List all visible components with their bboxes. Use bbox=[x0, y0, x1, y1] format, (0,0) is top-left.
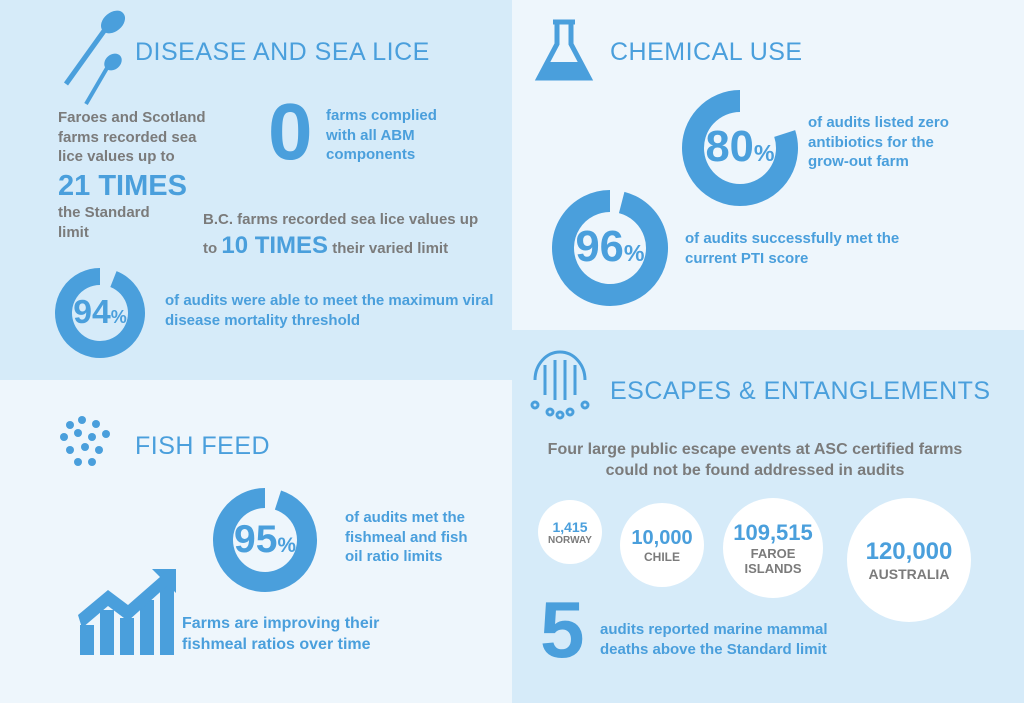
ring bbox=[552, 190, 668, 306]
escape-circle: 109,515 FAROE ISLANDS bbox=[723, 498, 823, 598]
ring bbox=[55, 268, 145, 358]
text: of audits successfully met the current P… bbox=[685, 230, 900, 267]
ring-label: 94% bbox=[55, 292, 145, 331]
section-title: FISH FEED bbox=[135, 432, 271, 460]
text: B.C. farms recorded sea lice values up t… bbox=[203, 211, 479, 257]
section-title: DISEASE AND SEA LICE bbox=[135, 38, 430, 66]
percent-value: 95 bbox=[234, 518, 278, 562]
ring-label: 80% bbox=[682, 122, 798, 171]
escape-location: FAROE ISLANDS bbox=[744, 546, 802, 576]
section-title: CHEMICAL USE bbox=[610, 38, 803, 66]
percent-value: 80 bbox=[705, 122, 754, 171]
fish-feed-icon bbox=[60, 416, 110, 466]
percent-value: 94 bbox=[73, 292, 111, 331]
sea-lice-icon bbox=[63, 10, 126, 106]
percent-unit: % bbox=[623, 239, 645, 266]
highlight: 21 TIMES bbox=[58, 170, 187, 202]
flask-liquid bbox=[537, 62, 591, 78]
escape-count: 109,515 bbox=[733, 520, 813, 545]
text: of audits listed zero antibiotics for th… bbox=[808, 114, 949, 170]
text: farms complied with all ABM components bbox=[326, 107, 437, 163]
escape-count: 10,000 bbox=[631, 526, 693, 549]
ring-label: 96% bbox=[552, 222, 668, 271]
big-number: 0 bbox=[268, 87, 313, 176]
text: audits reported marine mammal deaths abo… bbox=[600, 621, 828, 658]
percent-unit: % bbox=[110, 306, 127, 327]
highlight: 10 TIMES bbox=[221, 231, 329, 259]
ring-label: 95% bbox=[213, 520, 317, 559]
text: of audits met the fishmeal and fish oil … bbox=[345, 509, 468, 565]
section-title: ESCAPES & ENTANGLEMENTS bbox=[610, 377, 991, 405]
text: Farms are improving their fishmeal ratio… bbox=[182, 615, 380, 653]
escape-circle: 10,000 CHILE bbox=[620, 503, 704, 587]
escape-location: CHILE bbox=[644, 549, 680, 564]
text: of audits were able to meet the maximum … bbox=[165, 292, 494, 329]
escape-location: AUSTRALIA bbox=[868, 566, 950, 582]
percent-unit: % bbox=[277, 534, 296, 558]
escape-location: NORWAY bbox=[548, 534, 592, 546]
text: the Standard limit bbox=[58, 204, 150, 241]
big-number: 5 bbox=[540, 585, 585, 674]
escape-count: 1,415 bbox=[552, 518, 588, 535]
panel bbox=[0, 0, 512, 380]
ring bbox=[213, 488, 317, 592]
percent-unit: % bbox=[753, 139, 775, 166]
text: their varied limit bbox=[332, 239, 449, 257]
net-icon bbox=[530, 350, 590, 420]
text: B.C. farms recorded sea lice values up t… bbox=[203, 210, 483, 261]
ring bbox=[682, 90, 798, 206]
text: Four large public escape events at ASC c… bbox=[547, 441, 963, 479]
escape-circle: 120,000 AUSTRALIA bbox=[847, 498, 971, 622]
text: Faroes and Scotland farms recorded sea l… bbox=[58, 109, 206, 165]
escape-circle: 1,415 NORWAY bbox=[538, 500, 602, 564]
escape-count: 120,000 bbox=[865, 538, 953, 565]
trend-icon bbox=[78, 569, 176, 655]
percent-value: 96 bbox=[575, 222, 624, 271]
